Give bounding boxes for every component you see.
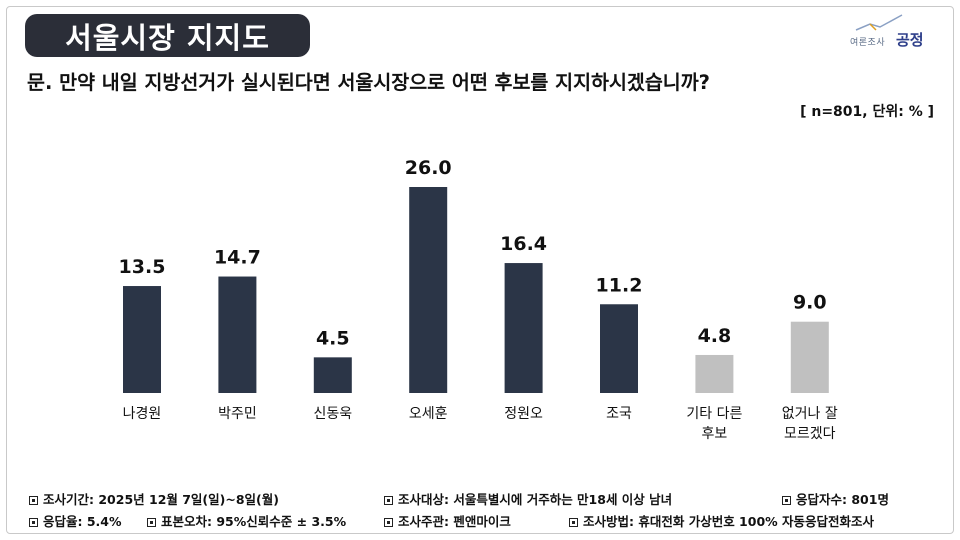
value-label-4: 16.4 (500, 233, 547, 255)
category-label-0: 나경원 (123, 406, 162, 422)
logo-small-text: 여론조사 (850, 38, 886, 48)
category-label-2: 신동욱 (313, 406, 352, 422)
footer-method: 조사방법: 휴대전화 가상번호 100% 자동응답전화조사 (569, 511, 874, 530)
value-label-1: 14.7 (214, 247, 261, 269)
page-title: 서울시장 지지도 (25, 14, 310, 57)
square-bullet-icon (29, 496, 38, 505)
square-bullet-icon (782, 496, 791, 505)
bar-0 (123, 286, 161, 393)
survey-question: 문. 만약 내일 지방선거가 실시된다면 서울시장으로 어떤 후보를 지지하시겠… (27, 71, 710, 94)
logo-big-text: 공정 (896, 31, 924, 49)
square-bullet-icon (384, 496, 393, 505)
bar-6 (695, 354, 734, 393)
footer-response-rate: 응답율: 5.4% (29, 511, 122, 530)
bar-4 (504, 263, 543, 393)
category-label-3: 오세훈 (409, 406, 448, 422)
square-bullet-icon (29, 518, 38, 527)
page-title-text: 서울시장 지지도 (65, 20, 270, 55)
category-label-7: 없거나 잘 모르겠다 (782, 406, 838, 442)
footer-target: 조사대상: 서울특별시에 거주하는 만18세 이상 남녀 (384, 489, 672, 508)
value-label-2: 4.5 (316, 327, 350, 349)
square-bullet-icon (147, 518, 156, 527)
bar-5 (600, 304, 638, 393)
value-label-6: 4.8 (698, 325, 732, 347)
footer-margin: 표본오차: 95%신뢰수준 ± 3.5% (147, 511, 346, 530)
value-label-5: 11.2 (596, 274, 643, 296)
value-label-0: 13.5 (119, 256, 166, 278)
bar-1 (218, 276, 257, 393)
category-label-4: 정원오 (504, 406, 543, 422)
bar-3 (409, 187, 448, 393)
value-label-3: 26.0 (405, 157, 452, 179)
brand-logo: 여론조사 공정 (850, 14, 930, 50)
bar-2 (313, 357, 352, 393)
sample-unit-note: [ n=801, 단위: % ] (800, 104, 934, 120)
slide-frame (6, 6, 954, 534)
category-label-1: 박주민 (218, 406, 257, 422)
square-bullet-icon (569, 518, 578, 527)
footer-host: 조사주관: 펜앤마이크 (384, 511, 511, 530)
footer-respondents: 응답자수: 801명 (782, 489, 889, 508)
logo-check-icon (855, 14, 903, 31)
square-bullet-icon (384, 518, 393, 527)
footer-period: 조사기간: 2025년 12월 7일(일)~8일(월) (29, 489, 279, 508)
category-label-6: 기타 다른 후보 (686, 406, 742, 442)
category-label-5: 조국 (606, 406, 632, 422)
value-label-7: 9.0 (793, 292, 827, 314)
bar-7 (790, 321, 829, 393)
